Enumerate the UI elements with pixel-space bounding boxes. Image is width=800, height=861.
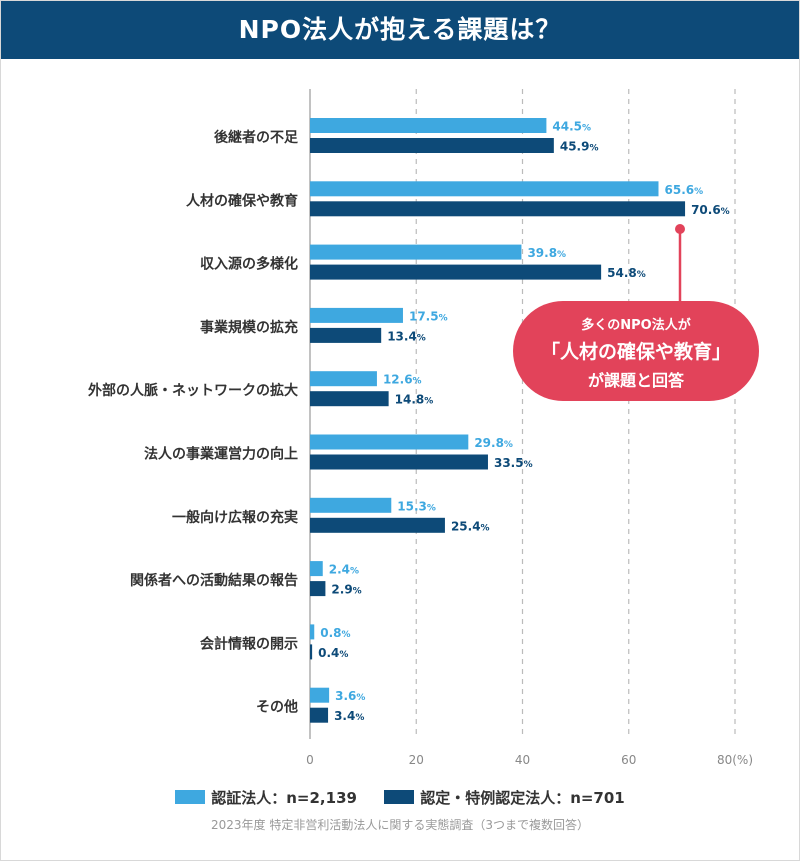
- bar: [310, 118, 547, 133]
- value-label: 15.3%: [397, 499, 436, 513]
- bar: [310, 201, 686, 217]
- bar: [310, 391, 389, 407]
- value-label: 25.4%: [451, 519, 490, 533]
- value-label: 33.5%: [494, 456, 533, 470]
- value-label: 39.8%: [527, 246, 566, 260]
- bar: [310, 244, 522, 260]
- bar: [310, 581, 326, 597]
- callout-bubble: 多くのNPO法人が 「人材の確保や教育」 が課題と回答: [513, 301, 759, 401]
- value-label: 2.9%: [331, 583, 361, 597]
- value-label: 12.6%: [383, 373, 422, 387]
- value-label: 0.8%: [320, 626, 350, 640]
- bar: [310, 138, 554, 153]
- category-label: 一般向け広報の充実: [172, 509, 298, 526]
- bar: [310, 307, 403, 323]
- callout-dot: [675, 224, 685, 234]
- x-tick-label: 0: [306, 753, 314, 767]
- category-label: 法人の事業運営力の向上: [144, 446, 298, 463]
- legend-swatch-approved: [384, 790, 415, 804]
- category-label: 関係者への活動結果の報告: [130, 572, 298, 589]
- value-label: 3.6%: [335, 689, 365, 703]
- callout-line2: 「人材の確保や教育」: [540, 341, 731, 363]
- bar: [310, 644, 313, 660]
- x-tick-label: 40: [515, 753, 530, 767]
- bar: [310, 687, 330, 703]
- bar: [310, 181, 659, 197]
- bar: [310, 371, 377, 387]
- source-note: 2023年度 特定非営利活動法人に関する実態調査（3つまで複数回答）: [211, 818, 589, 832]
- bar: [310, 707, 329, 723]
- legend-swatch-certified: [175, 790, 206, 804]
- bar: [310, 454, 488, 470]
- chart-title: NPO法人が抱える課題は？: [1, 1, 799, 59]
- category-label: 人材の確保や教育: [186, 192, 298, 209]
- value-label: 3.4%: [334, 709, 364, 723]
- callout-line1: 多くのNPO法人が: [581, 318, 691, 333]
- x-tick-label: 20: [409, 753, 424, 767]
- category-label: 会計情報の開示: [200, 635, 298, 652]
- value-label: 44.5%: [552, 120, 591, 134]
- legend-label-approved: 認定・特例認定法人：n=701: [420, 789, 625, 807]
- category-label: その他: [256, 699, 298, 716]
- callout-line3: が課題と回答: [587, 371, 684, 390]
- category-label: 収入源の多様化: [200, 256, 298, 273]
- value-label: 2.4%: [329, 563, 359, 577]
- x-tick-label: 60: [621, 753, 636, 767]
- category-label: 後継者の不足: [214, 129, 299, 146]
- value-label: 13.4%: [387, 329, 426, 343]
- bar: [310, 264, 602, 280]
- category-label: 事業規模の拡充: [200, 319, 298, 336]
- bar: [310, 561, 323, 577]
- value-label: 14.8%: [395, 393, 434, 407]
- bar: [310, 434, 469, 450]
- bar: [310, 327, 382, 343]
- x-tick-label: 80(%): [717, 753, 753, 767]
- bar: [310, 517, 445, 533]
- value-label: 65.6%: [665, 183, 704, 197]
- bar-chart: 0 20 40 60 80(%) 後継者の不足 44.5% 45.9% 人材の確保や教育 65.6…: [88, 89, 753, 767]
- bar: [310, 497, 392, 513]
- value-label: 70.6%: [691, 203, 730, 217]
- value-label: 0.4%: [318, 646, 348, 660]
- bar: [310, 624, 315, 640]
- legend-label-certified: 認証法人：n=2,139: [211, 789, 357, 807]
- category-label: 外部の人脈・ネットワークの拡大: [88, 382, 298, 399]
- value-label: 17.5%: [409, 309, 448, 323]
- value-label: 54.8%: [607, 266, 646, 280]
- legend: 認証法人：n=2,139 認定・特例認定法人：n=701: [1, 787, 799, 808]
- value-label: 29.8%: [474, 436, 513, 450]
- value-label: 45.9%: [560, 140, 599, 154]
